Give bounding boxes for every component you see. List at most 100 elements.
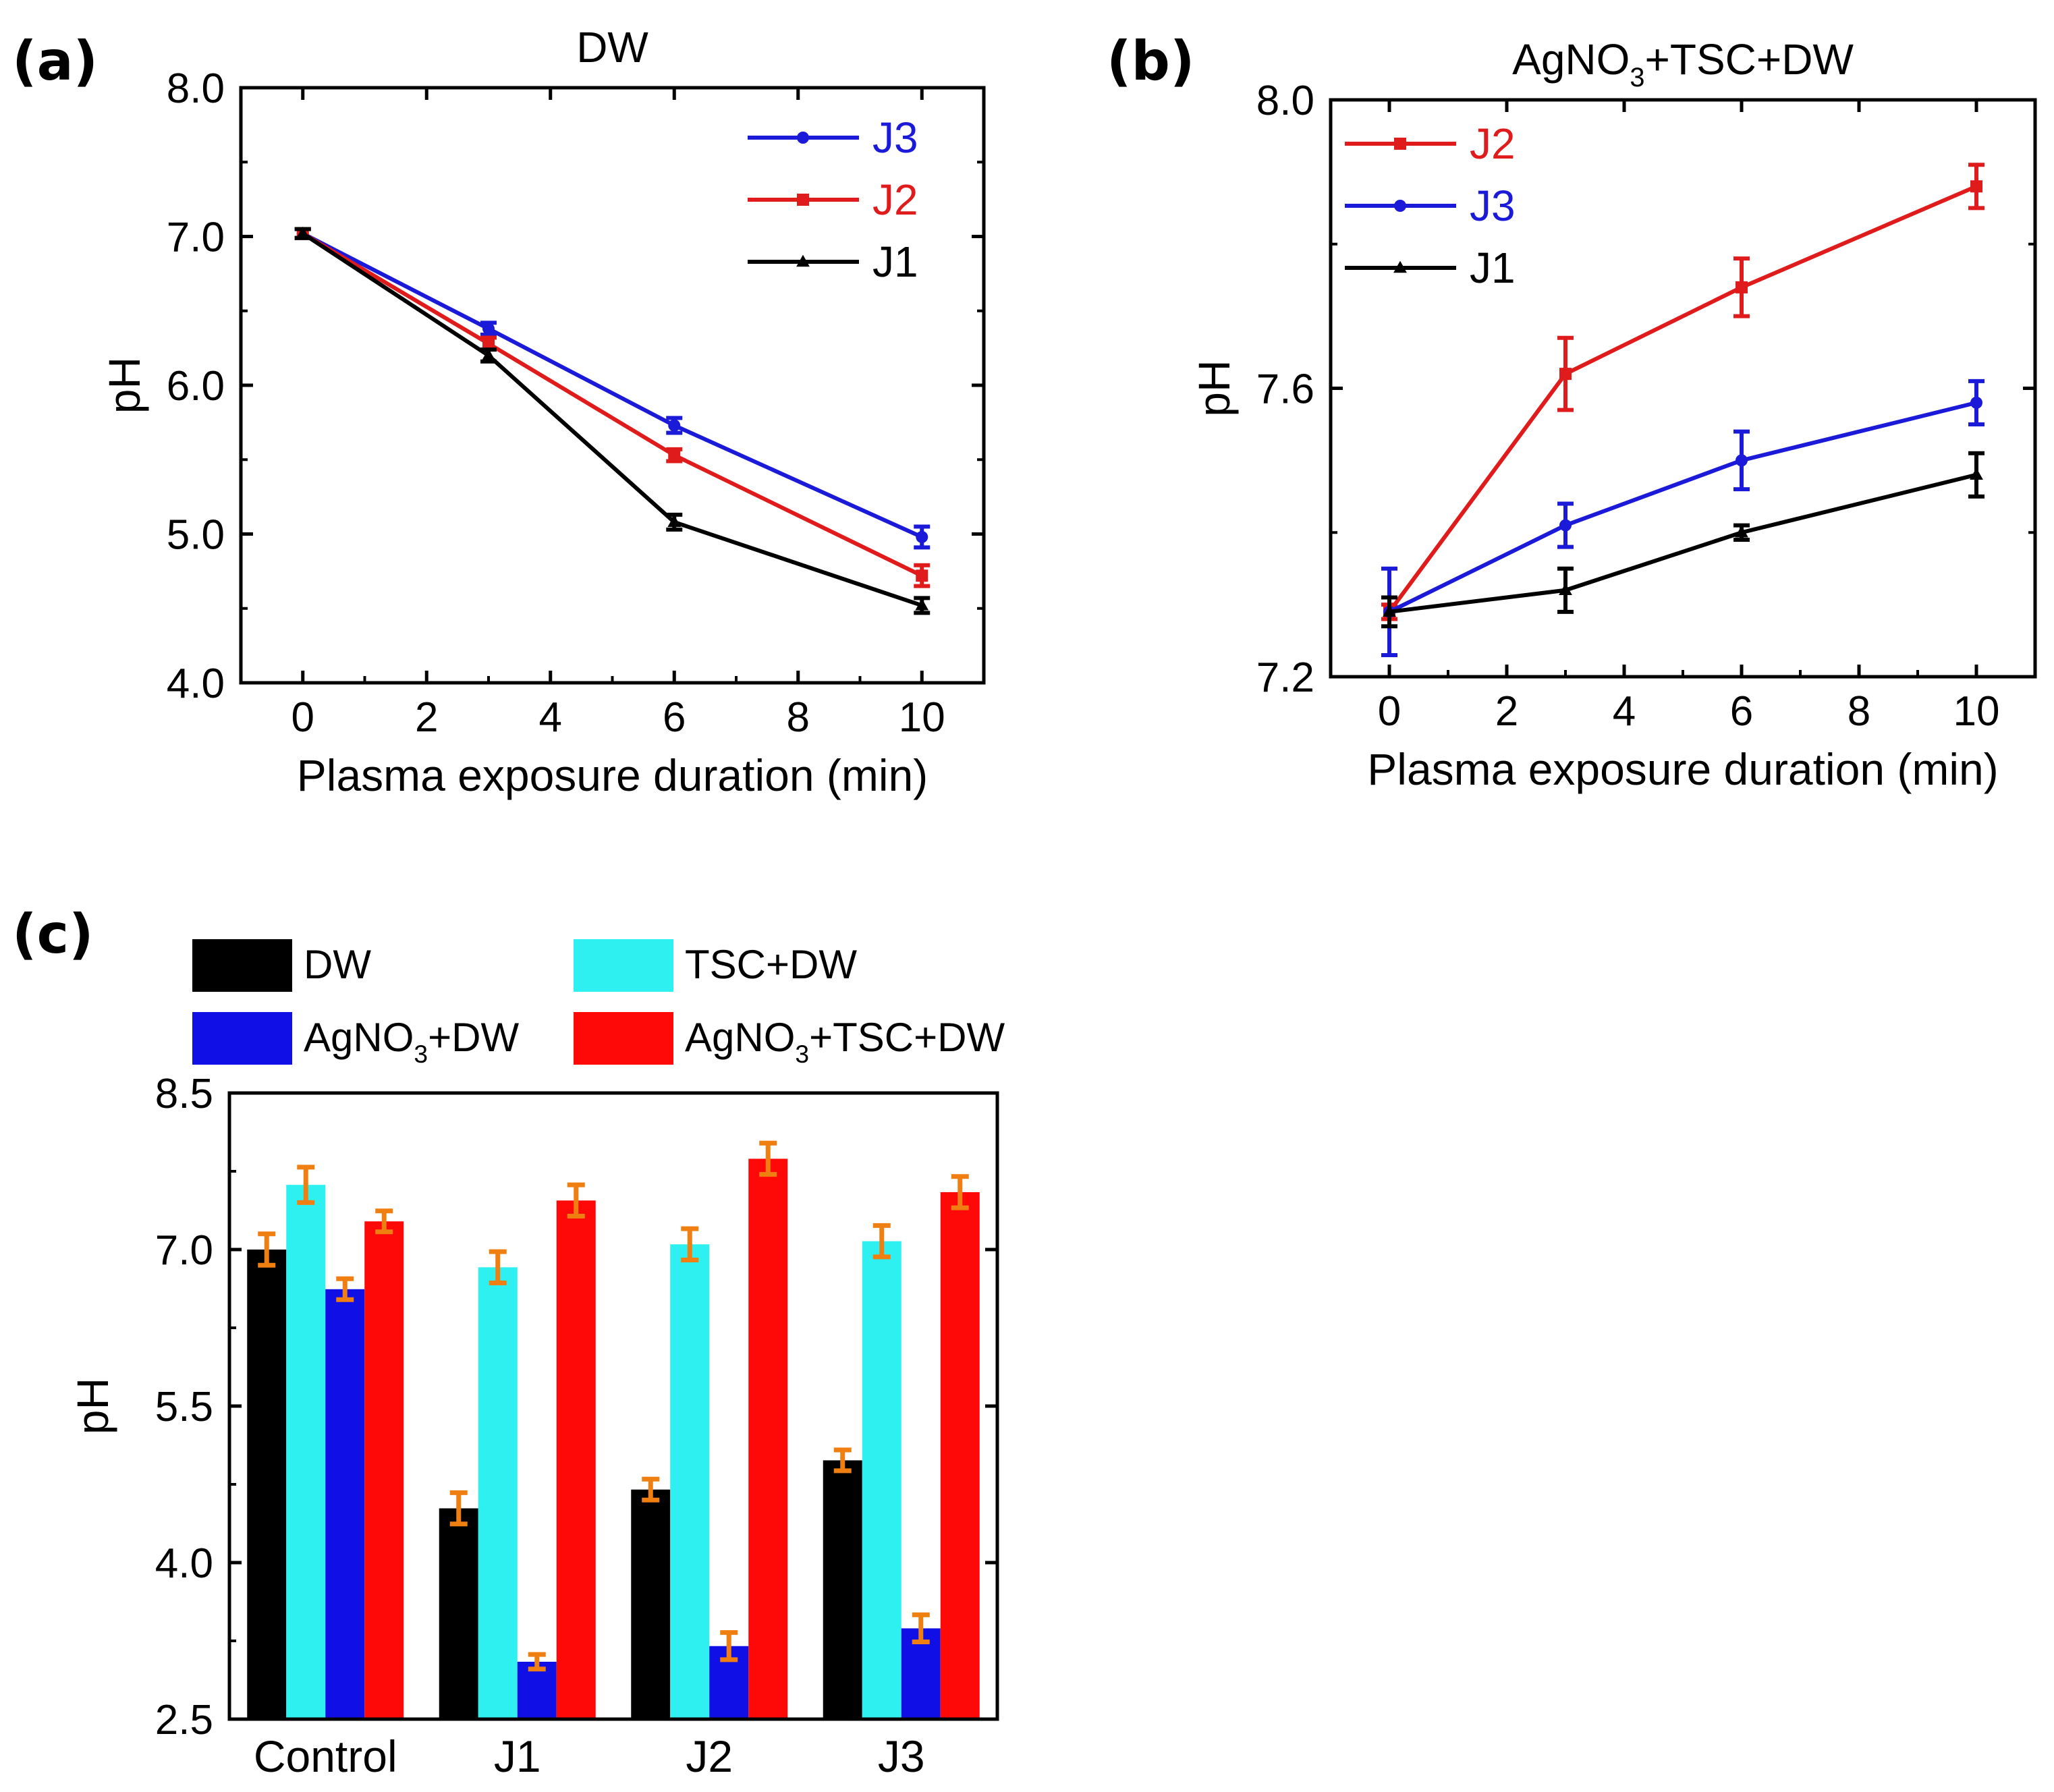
x-tick-label: 8 xyxy=(1848,688,1870,735)
x-tick-label: J1 xyxy=(494,1731,541,1781)
bar-tsc-dw xyxy=(286,1185,326,1719)
series-line-j1 xyxy=(1389,472,1977,614)
legend-marker-j1 xyxy=(1393,260,1407,273)
y-tick-label: 7.6 xyxy=(1256,366,1314,413)
legend-label-j3: J3 xyxy=(872,113,918,162)
data-point-j2 xyxy=(482,337,495,350)
y-tick-label: 4.0 xyxy=(167,661,225,707)
x-tick-label: 8 xyxy=(787,694,810,741)
data-point-j3 xyxy=(1736,454,1748,467)
bar-agno3-tsc-dw xyxy=(940,1192,980,1719)
legend-label-j2: J2 xyxy=(1470,119,1516,168)
series-line-j2 xyxy=(1387,184,1978,613)
series-line-j1 xyxy=(302,231,923,608)
bar-tsc-dw xyxy=(670,1244,710,1719)
bar-agno3-dw xyxy=(325,1289,365,1719)
data-point-j2 xyxy=(1970,180,1982,193)
legend-label-tsc-dw: TSC+DW xyxy=(685,942,857,987)
x-tick-label: 10 xyxy=(899,694,945,741)
legend-label-agno3-tsc-dw-main: AgNO xyxy=(685,1015,795,1060)
legend-label-tsc-dw-main: TSC+DW xyxy=(685,942,857,987)
data-point-j2 xyxy=(916,569,928,582)
legend-label-j1: J1 xyxy=(872,237,918,286)
data-point-j3 xyxy=(668,419,681,432)
y-tick-label: 5.5 xyxy=(155,1384,213,1430)
y-tick-label: 8.5 xyxy=(155,1071,213,1117)
data-point-j1 xyxy=(1970,468,1983,480)
panel-b-line-chart: 0 2 4 6 8 10 7.2 7.6 8.0 Plasma exposure duration… xyxy=(1189,35,2037,794)
x-tick-label: 2 xyxy=(1495,688,1518,735)
chart-title-subscript: 3 xyxy=(1630,63,1644,92)
bar-tsc-dw xyxy=(478,1267,518,1719)
bar-dw xyxy=(439,1508,478,1719)
panel-label-a: (a) xyxy=(12,30,98,92)
legend-marker-j3 xyxy=(797,132,809,144)
data-point-j1 xyxy=(482,348,495,361)
series-line-j3 xyxy=(1388,400,1977,614)
legend-swatch-dw xyxy=(192,939,292,992)
x-tick-label: J2 xyxy=(686,1731,733,1781)
legend-marker-j2 xyxy=(797,194,809,206)
legend-label-j1: J1 xyxy=(1470,244,1516,292)
chart-title-rest: +TSC+DW xyxy=(1644,35,1854,84)
y-axis-label: pH xyxy=(1189,360,1239,416)
data-point-j3 xyxy=(916,530,928,543)
x-axis-label: Plasma exposure duration (min) xyxy=(1367,744,1998,794)
legend-marker-j3 xyxy=(1394,200,1406,212)
data-point-j1 xyxy=(1735,525,1748,538)
chart-title-main: AgNO xyxy=(1512,35,1630,84)
data-point-j1 xyxy=(1383,605,1396,617)
legend-swatch-tsc-dw xyxy=(574,939,673,992)
x-tick-label: 0 xyxy=(292,694,314,741)
x-tick-label: 6 xyxy=(1730,688,1753,735)
x-axis-label: Plasma exposure duration (min) xyxy=(297,750,928,800)
legend-label-agno3-dw-main: AgNO xyxy=(304,1015,414,1060)
x-tick-label: 6 xyxy=(663,694,686,741)
legend-marker-j2 xyxy=(1394,138,1406,150)
data-point-j2 xyxy=(668,449,681,461)
bar-agno3-tsc-dw xyxy=(364,1221,404,1719)
bar-dw xyxy=(631,1489,671,1719)
legend-label-j2: J2 xyxy=(872,175,918,224)
data-point-j1 xyxy=(667,515,682,528)
y-tick-label: 8.0 xyxy=(1256,78,1314,124)
legend-label-agno3-dw-subscript: 3 xyxy=(414,1040,428,1068)
bar-agno3-tsc-dw xyxy=(556,1200,596,1719)
x-tick-label: 4 xyxy=(1613,688,1636,735)
legend-label-agno3-dw-rest: +DW xyxy=(428,1015,519,1060)
legend-label-agno3-tsc-dw: AgNO3+TSC+DW xyxy=(685,1015,1005,1068)
data-point-j3 xyxy=(1970,396,1982,409)
legend-swatch-agno3-dw xyxy=(192,1012,292,1065)
bar-dw xyxy=(823,1460,862,1719)
bar-agno3-tsc-dw xyxy=(748,1158,788,1719)
x-tick-label: 2 xyxy=(415,694,438,741)
y-tick-label: 5.0 xyxy=(167,512,225,559)
y-tick-label: 7.2 xyxy=(1256,654,1314,701)
data-point-j3 xyxy=(1559,519,1572,532)
data-point-j2 xyxy=(1559,368,1572,381)
y-tick-label: 6.0 xyxy=(167,363,225,410)
chart-title: DW xyxy=(576,23,648,72)
x-tick-label: 10 xyxy=(1953,688,2000,735)
panel-label-b: (b) xyxy=(1107,30,1194,92)
x-tick-label: 0 xyxy=(1378,688,1401,735)
data-point-j2 xyxy=(1736,281,1748,293)
legend-swatch-agno3-tsc-dw xyxy=(574,1012,673,1065)
legend-label-agno3-tsc-dw-subscript: 3 xyxy=(795,1040,809,1068)
legend-marker-j1 xyxy=(796,254,810,267)
y-tick-label: 7.0 xyxy=(167,215,225,261)
legend-label-agno3-dw: AgNO3+DW xyxy=(304,1015,519,1068)
series-line-j3 xyxy=(302,231,923,539)
y-tick-label: 2.5 xyxy=(155,1697,213,1743)
y-axis-label: pH xyxy=(99,357,149,414)
x-tick-label: 4 xyxy=(539,694,562,741)
bar-tsc-dw xyxy=(862,1241,901,1719)
bar-dw xyxy=(247,1250,287,1719)
data-point-j1 xyxy=(1559,583,1572,595)
y-tick-label: 4.0 xyxy=(155,1540,213,1587)
x-tick-label: J3 xyxy=(878,1731,925,1781)
legend-label-dw-main: DW xyxy=(304,942,371,987)
data-point-j1 xyxy=(296,226,310,239)
legend-label-agno3-tsc-dw-rest: +TSC+DW xyxy=(809,1015,1005,1060)
